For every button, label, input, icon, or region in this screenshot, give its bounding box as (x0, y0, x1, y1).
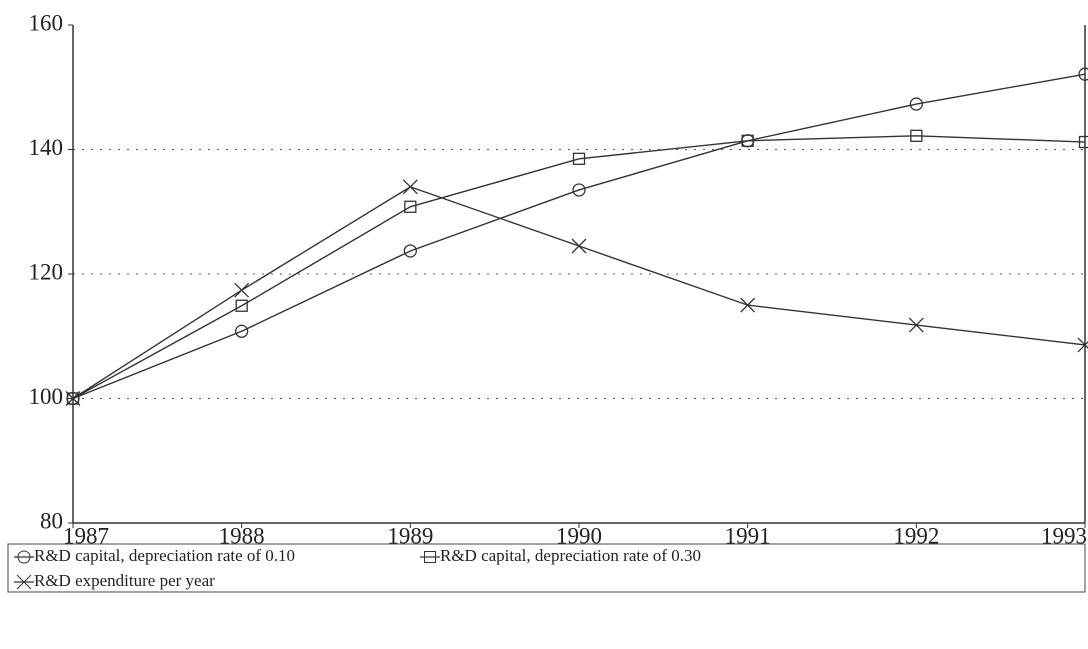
point (234, 282, 250, 298)
legend-marker (424, 551, 436, 563)
y-tick-label: 140 (29, 135, 64, 160)
point (65, 391, 81, 406)
point (404, 200, 417, 213)
x-tick-label: 1993 (1041, 523, 1087, 548)
legend-marker (16, 574, 32, 590)
series-line (72, 73, 1086, 400)
y-tick-label: 100 (29, 384, 64, 409)
point (235, 324, 249, 338)
legend-label: R&D expenditure per year (34, 571, 215, 590)
series-line (72, 186, 1086, 400)
legend-label: R&D capital, depreciation rate of 0.30 (440, 546, 701, 565)
y-tick-label: 160 (29, 10, 64, 35)
point (572, 183, 586, 197)
point (235, 299, 248, 312)
point (571, 238, 587, 254)
legend-box (7, 543, 1086, 593)
series-line (72, 135, 1086, 400)
legend-marker (17, 550, 31, 564)
y-tick-label: 80 (40, 508, 63, 533)
point (66, 392, 80, 405)
point (1077, 337, 1088, 353)
point (1078, 67, 1088, 81)
x-tick-label: 1987 (63, 523, 109, 548)
point (572, 152, 586, 165)
point (402, 179, 418, 195)
y-tick-label: 120 (29, 259, 64, 284)
point (1078, 135, 1088, 149)
point (403, 244, 417, 258)
point (909, 97, 923, 111)
legend-label: R&D capital, depreciation rate of 0.10 (34, 546, 295, 565)
point (741, 134, 754, 147)
point (908, 317, 924, 333)
point (910, 129, 923, 142)
point (740, 297, 756, 313)
